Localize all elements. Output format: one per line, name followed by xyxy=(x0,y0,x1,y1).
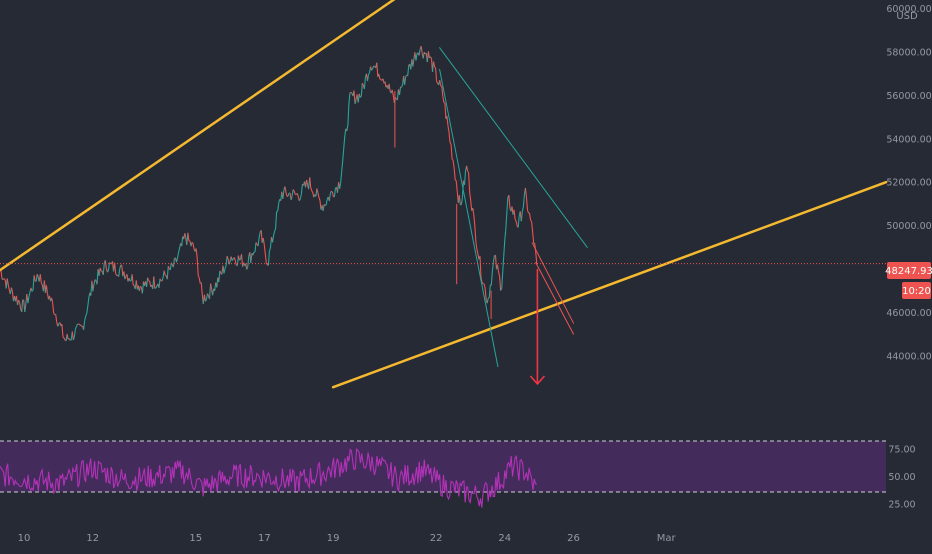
time-tick-label: Mar xyxy=(657,533,677,544)
price-segment xyxy=(488,297,489,298)
time-tick-label: 12 xyxy=(86,533,99,544)
time-tick-label: 19 xyxy=(327,533,340,544)
currency-label: USD xyxy=(896,11,918,22)
rsi-axis: 75.00 50.00 25.00 xyxy=(888,444,915,510)
price-segment xyxy=(240,259,241,260)
price-segment xyxy=(455,180,456,181)
price-tick-label: 58000.00 xyxy=(886,48,931,59)
price-segment xyxy=(374,66,375,67)
price-axis[interactable]: 44000.0046000.0048000.0050000.0052000.00… xyxy=(886,4,931,362)
rsi-tick-label: 75.00 xyxy=(888,444,915,455)
price-segment xyxy=(460,204,461,205)
time-tick-label: 24 xyxy=(498,533,511,544)
price-segment xyxy=(80,324,81,325)
price-segment xyxy=(192,242,193,243)
price-segment xyxy=(95,280,96,281)
price-segment xyxy=(331,191,332,192)
time-tick-label: 10 xyxy=(18,533,31,544)
price-segment xyxy=(277,211,278,212)
price-segment xyxy=(63,337,64,338)
price-segment xyxy=(133,285,134,286)
price-segment xyxy=(351,92,352,93)
time-tick-label: 15 xyxy=(189,533,202,544)
price-tick-label: 56000.00 xyxy=(886,91,931,102)
price-segment xyxy=(324,204,325,205)
price-segment xyxy=(109,263,110,264)
countdown-label: 10:20 xyxy=(902,286,931,297)
price-segment xyxy=(149,281,150,282)
time-tick-label: 26 xyxy=(567,533,580,544)
price-tick-label: 44000.00 xyxy=(886,351,931,362)
price-tick-label: 50000.00 xyxy=(886,221,931,232)
time-tick-label: 17 xyxy=(258,533,271,544)
rsi-tick-label: 25.00 xyxy=(888,500,915,511)
price-tick-label: 54000.00 xyxy=(886,134,931,145)
price-tick-label: 52000.00 xyxy=(886,178,931,189)
price-segment xyxy=(452,159,453,160)
price-segment xyxy=(435,67,436,68)
last-price-label: 48247.93 xyxy=(885,266,932,277)
price-segment xyxy=(32,290,33,291)
rsi-tick-label: 50.00 xyxy=(888,472,915,483)
price-segment xyxy=(140,286,141,287)
price-tick-label: 46000.00 xyxy=(886,308,931,319)
price-segment xyxy=(325,205,326,206)
price-segment xyxy=(81,325,82,326)
price-segment xyxy=(23,300,24,301)
time-tick-label: 22 xyxy=(430,533,443,544)
